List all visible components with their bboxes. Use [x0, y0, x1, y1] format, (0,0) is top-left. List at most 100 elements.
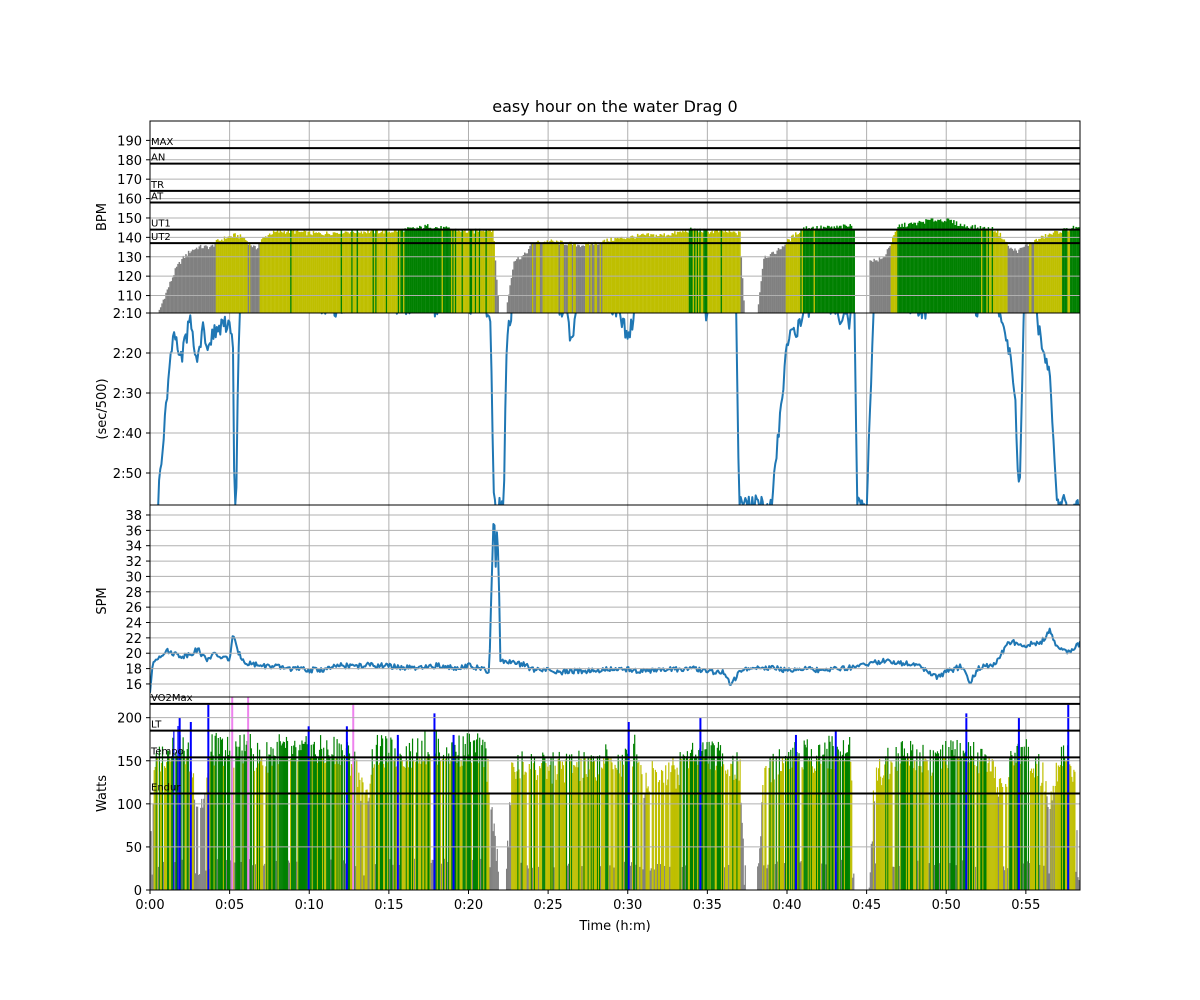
power-bar [827, 768, 829, 890]
power-spike-vo2 [352, 704, 355, 890]
y-tick-label: 200 [117, 712, 142, 727]
hr-bar [468, 231, 470, 313]
hr-bar [1027, 245, 1030, 313]
power-bar [840, 859, 842, 890]
power-bar [171, 756, 173, 890]
power-bar [806, 739, 808, 890]
power-bar [744, 865, 746, 890]
hr-bar [166, 289, 169, 313]
power-bar [415, 761, 417, 890]
hr-bar [801, 229, 804, 313]
power-bar [787, 757, 789, 890]
power-bar [660, 769, 663, 890]
power-bar [709, 769, 711, 890]
hr-bar [392, 232, 394, 313]
power-bar [654, 769, 656, 890]
hr-bar [986, 230, 988, 313]
power-bar [558, 751, 560, 890]
power-bar [1058, 766, 1061, 890]
power-bar [412, 760, 415, 890]
power-bar [483, 767, 485, 890]
hr-bar [243, 238, 246, 313]
hr-bar [280, 231, 283, 313]
hr-bar [1062, 228, 1064, 313]
hr-bar [614, 238, 616, 313]
power-bar [720, 766, 723, 890]
power-bar [446, 747, 448, 890]
power-bar [393, 760, 395, 890]
x-axis-label: Time (h:m) [578, 919, 650, 934]
power-bar [318, 749, 321, 890]
hr-bar [672, 233, 675, 313]
hr-bar [721, 231, 724, 313]
power-bar [576, 762, 578, 890]
hr-bar [950, 219, 952, 313]
hr-bar [715, 230, 717, 313]
power-bar [492, 831, 494, 890]
power-bar [220, 739, 222, 890]
hr-bar [445, 226, 448, 313]
power-bar [528, 764, 530, 890]
zone-label-an: AN [151, 153, 165, 164]
hr-bar [850, 225, 853, 313]
power-bar [283, 742, 286, 890]
hr-bar [888, 247, 890, 313]
power-bar [704, 749, 706, 890]
power-bar [225, 859, 228, 890]
hr-bar [988, 230, 991, 313]
power-bar [567, 863, 570, 890]
power-bar [1044, 791, 1046, 890]
hr-bar [413, 228, 416, 313]
power-bar [988, 757, 990, 890]
hr-bar [909, 223, 911, 313]
hr-bar [686, 231, 688, 313]
power-bar [888, 779, 890, 890]
hr-bar [812, 226, 814, 313]
power-bar [363, 875, 365, 890]
power-bar [1069, 764, 1071, 890]
hr-bar [535, 241, 538, 313]
power-bar [680, 758, 682, 890]
power-bar [713, 745, 715, 890]
hr-bar [805, 226, 808, 313]
hr-bar [1060, 232, 1063, 313]
power-bar [257, 763, 260, 890]
hr-bar [516, 259, 518, 313]
power-bar [686, 751, 689, 890]
hr-bar [252, 245, 255, 313]
hr-bar [668, 235, 671, 313]
hr-bar [481, 231, 483, 313]
y-tick-label: 16 [125, 678, 142, 693]
power-bar [557, 758, 559, 890]
power-bar [571, 754, 573, 890]
power-bar [405, 746, 407, 890]
hr-bar [365, 233, 368, 313]
hr-bar [675, 234, 677, 313]
hr-bar [582, 245, 584, 313]
power-bar [914, 760, 916, 890]
power-bar [527, 868, 529, 890]
hr-bar [921, 222, 923, 313]
hr-bar [1022, 247, 1024, 313]
power-bar [368, 797, 370, 890]
power-bar [767, 864, 769, 890]
hr-bar [638, 235, 640, 313]
power-bar [658, 780, 661, 890]
power-bar [276, 741, 278, 890]
hr-bar [632, 236, 635, 313]
hr-bar [230, 236, 232, 313]
power-bar [1042, 762, 1044, 890]
hr-bar [557, 241, 559, 313]
power-bar [237, 756, 239, 890]
power-bar [1048, 873, 1050, 890]
hr-bar [464, 230, 466, 313]
power-bar [359, 779, 361, 890]
power-bar [388, 752, 390, 890]
power-bar [408, 742, 411, 890]
power-bar [620, 776, 622, 890]
power-bar [195, 806, 198, 890]
hr-bar [962, 226, 964, 313]
power-bar [925, 759, 927, 890]
hr-bar [601, 243, 603, 313]
